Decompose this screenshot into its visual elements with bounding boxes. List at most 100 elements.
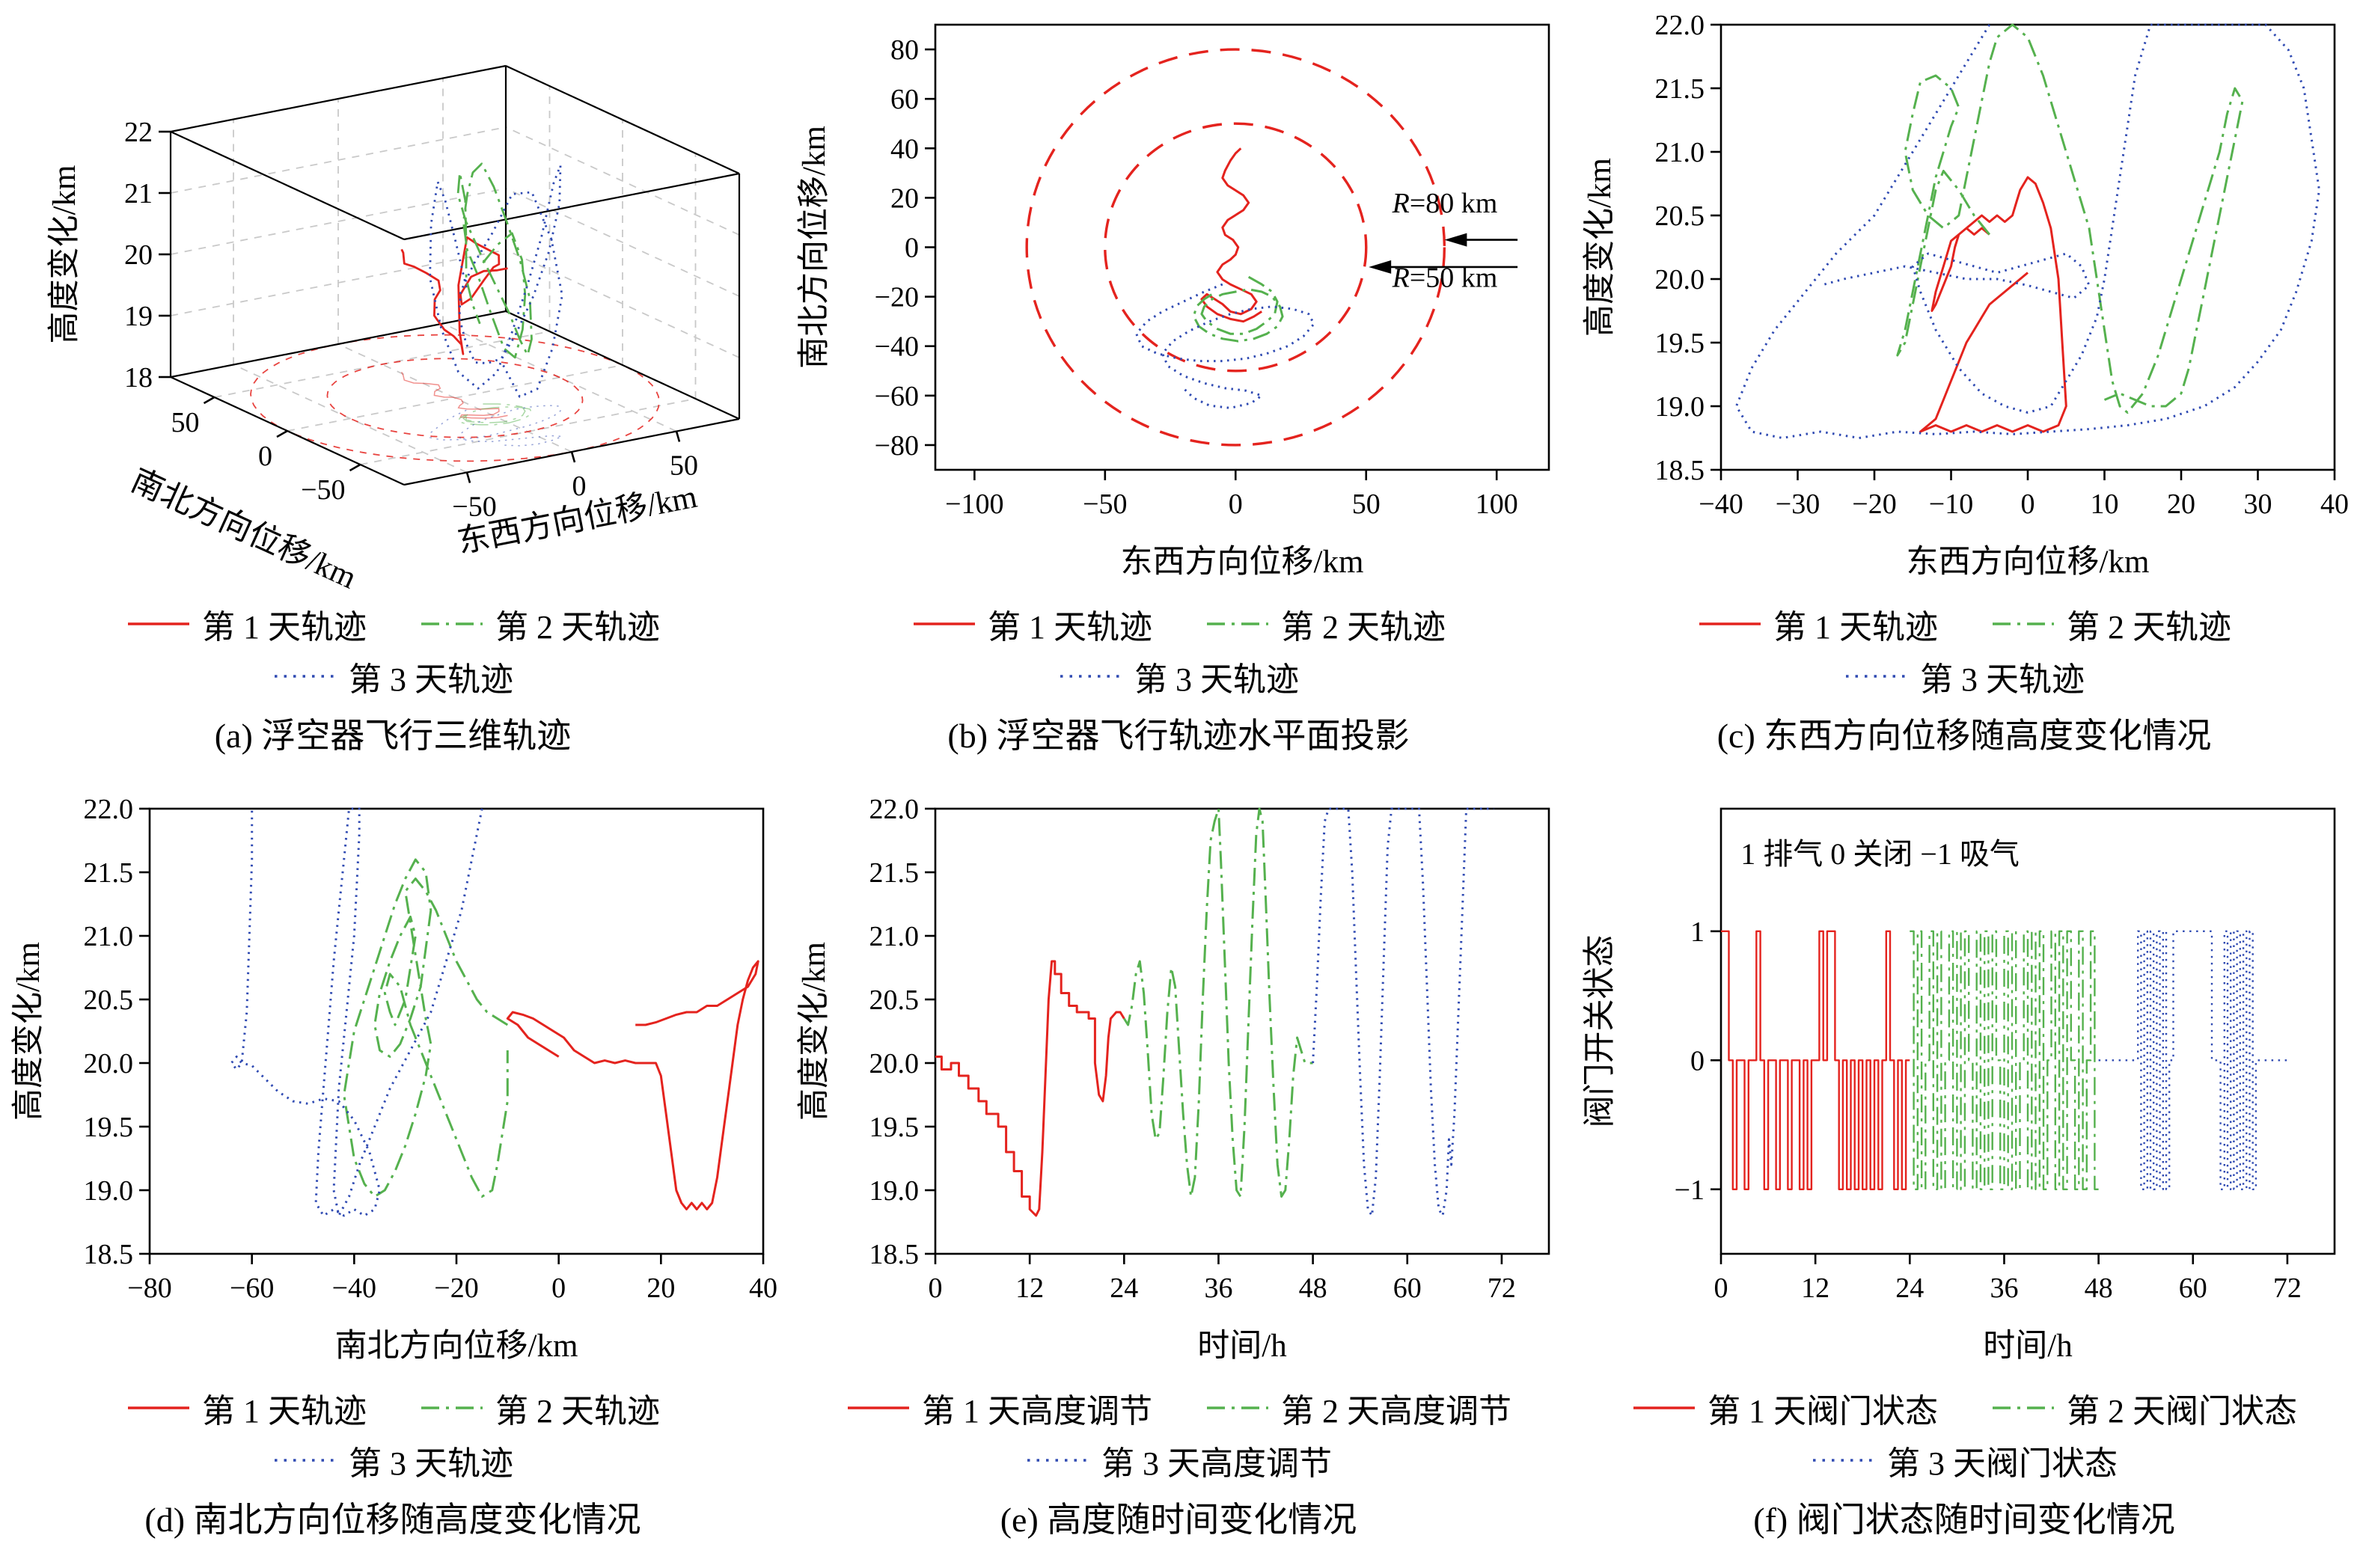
caption-a: (a) 浮空器飞行三维轨迹 <box>214 717 572 755</box>
svg-text:高度变化/km: 高度变化/km <box>10 942 46 1121</box>
legend-line-sample-day1 <box>128 622 189 625</box>
svg-text:21.0: 21.0 <box>869 921 920 952</box>
legend-line-sample-day1 <box>848 1406 909 1409</box>
svg-text:东西方向位移/km: 东西方向位移/km <box>1907 544 2150 580</box>
svg-text:高度变化/km: 高度变化/km <box>46 165 82 344</box>
svg-text:0: 0 <box>1229 489 1243 520</box>
svg-text:0: 0 <box>929 1273 943 1304</box>
legend-line-sample-day1 <box>1699 622 1761 625</box>
svg-text:南北方向位移/km: 南北方向位移/km <box>796 126 832 369</box>
legend-item-day1: 第 1 天轨迹 <box>126 600 367 648</box>
legend-item-day1: 第 1 天轨迹 <box>911 600 1152 648</box>
svg-text:18.5: 18.5 <box>1655 455 1705 486</box>
svg-text:−40: −40 <box>1699 489 1743 520</box>
legend-item-day1: 第 1 天高度调节 <box>846 1384 1152 1432</box>
svg-text:−10: −10 <box>1929 489 1973 520</box>
svg-text:21.0: 21.0 <box>1655 137 1705 168</box>
svg-text:−80: −80 <box>875 430 919 462</box>
svg-text:36: 36 <box>1990 1273 2018 1304</box>
svg-text:高度变化/km: 高度变化/km <box>1582 158 1618 337</box>
plot-c-east-west-vs-altitude: −40 −30 −20 −10 0 10 20 30 40 18.5 19.0 19.5 20.0 20.… <box>1582 10 2349 580</box>
svg-text:18.5: 18.5 <box>869 1239 920 1270</box>
svg-text:18: 18 <box>124 362 153 393</box>
svg-text:19.5: 19.5 <box>869 1112 920 1143</box>
legend-line-sample-day2 <box>1207 1406 1268 1409</box>
svg-text:36: 36 <box>1204 1273 1232 1304</box>
svg-text:−1: −1 <box>1675 1175 1705 1206</box>
panel-b: −100 −50 0 50 100 −80 −60 −40 −20 0 20 40 60 80 R=80 k… <box>786 0 1571 784</box>
svg-text:1: 1 <box>1690 916 1705 948</box>
legend-label: 第 3 天高度调节 <box>1101 1445 1332 1482</box>
svg-text:0: 0 <box>1690 1045 1705 1077</box>
legend-item-day3: 第 3 天轨迹 <box>272 1436 513 1484</box>
svg-text:−30: −30 <box>1776 489 1820 520</box>
caption-d: (d) 南北方向位移随高度变化情况 <box>144 1501 641 1539</box>
legend-item-day1: 第 1 天轨迹 <box>126 1384 367 1432</box>
svg-text:0: 0 <box>905 233 919 264</box>
legend-line-sample-day3 <box>1060 675 1122 678</box>
svg-text:20.0: 20.0 <box>1655 264 1705 295</box>
svg-text:60: 60 <box>2179 1273 2207 1304</box>
panel-d: −80 −60 −40 −20 0 20 40 18.5 19.0 19.5 20.0 20.5 21.… <box>0 784 786 1568</box>
svg-text:40: 40 <box>749 1273 777 1304</box>
svg-text:22: 22 <box>124 117 153 148</box>
legend-item-day2: 第 2 天轨迹 <box>419 1384 660 1432</box>
legend-line-sample-day2 <box>1993 1406 2054 1409</box>
svg-text:−20: −20 <box>1852 489 1896 520</box>
legend-line-sample-day3 <box>275 675 336 678</box>
svg-text:−50: −50 <box>301 474 345 506</box>
svg-text:0: 0 <box>551 1273 566 1304</box>
legend-label: 第 2 天高度调节 <box>1281 1393 1511 1430</box>
svg-text:40: 40 <box>890 133 919 165</box>
svg-text:0: 0 <box>572 471 587 502</box>
caption-b: (b) 浮空器飞行轨迹水平面投影 <box>947 717 1410 755</box>
legend-item-day3: 第 3 天轨迹 <box>272 652 513 700</box>
svg-text:19.0: 19.0 <box>869 1175 920 1207</box>
legend-label: 第 3 天轨迹 <box>1920 661 2085 698</box>
legend-line-sample-day3 <box>275 1459 336 1462</box>
legend-item-day2: 第 2 天高度调节 <box>1205 1384 1511 1432</box>
legend-f: 第 1 天阀门状态 第 2 天阀门状态第 3 天阀门状态 <box>1631 1382 2297 1486</box>
svg-text:−20: −20 <box>434 1273 478 1304</box>
legend-item-day1: 第 1 天阀门状态 <box>1631 1384 1938 1432</box>
svg-text:18.5: 18.5 <box>84 1239 134 1270</box>
svg-text:12: 12 <box>1015 1273 1044 1304</box>
svg-text:20: 20 <box>890 183 919 214</box>
caption-e: (e) 高度随时间变化情况 <box>1000 1501 1357 1539</box>
legend-label: 第 3 天轨迹 <box>1134 661 1299 698</box>
legend-line-sample-day1 <box>1633 1406 1695 1409</box>
legend-line-sample-day3 <box>1813 1459 1874 1462</box>
legend-item-day2: 第 2 天轨迹 <box>1990 600 2231 648</box>
panel-e: 0 12 24 36 48 60 72 18.5 19.0 19.5 20.0 20.5 21.0 21.… <box>786 784 1571 1568</box>
legend-label: 第 1 天高度调节 <box>922 1393 1152 1430</box>
svg-text:−50: −50 <box>1083 489 1127 520</box>
legend-label: 第 2 天轨迹 <box>495 1393 660 1430</box>
svg-text:21.5: 21.5 <box>869 857 920 889</box>
legend-line-sample-day2 <box>1993 622 2054 625</box>
svg-text:20.0: 20.0 <box>869 1048 920 1079</box>
svg-text:−20: −20 <box>875 282 919 313</box>
svg-text:22.0: 22.0 <box>869 794 920 825</box>
legend-label: 第 2 天阀门状态 <box>2067 1393 2297 1430</box>
svg-text:80: 80 <box>890 34 919 66</box>
svg-text:20: 20 <box>124 239 153 271</box>
svg-text:−60: −60 <box>230 1273 274 1304</box>
svg-text:高度变化/km: 高度变化/km <box>796 942 832 1121</box>
legend-label: 第 2 天轨迹 <box>1281 609 1446 646</box>
panel-c: −40 −30 −20 −10 0 10 20 30 40 18.5 19.0 19.5 20.0 20.… <box>1571 0 2357 784</box>
svg-text:10: 10 <box>2091 489 2119 520</box>
svg-text:50: 50 <box>1352 489 1381 520</box>
legend-line-sample-day2 <box>421 1406 483 1409</box>
svg-text:0: 0 <box>258 441 272 472</box>
svg-text:48: 48 <box>1299 1273 1327 1304</box>
svg-text:21: 21 <box>124 178 153 209</box>
svg-text:20.5: 20.5 <box>1655 200 1705 232</box>
svg-text:−40: −40 <box>875 331 919 363</box>
svg-text:南北方向位移/km: 南北方向位移/km <box>335 1328 578 1364</box>
panel-a: −50 0 50 50 0 −50 18 19 20 21 22 东西方向位移/km 南北方向位移/km… <box>0 0 786 784</box>
svg-text:−50: −50 <box>452 491 496 523</box>
legend-label: 第 1 天轨迹 <box>1773 609 1938 646</box>
svg-text:60: 60 <box>890 84 919 115</box>
legend-line-sample-day3 <box>1846 675 1907 678</box>
svg-text:20.0: 20.0 <box>84 1048 134 1079</box>
